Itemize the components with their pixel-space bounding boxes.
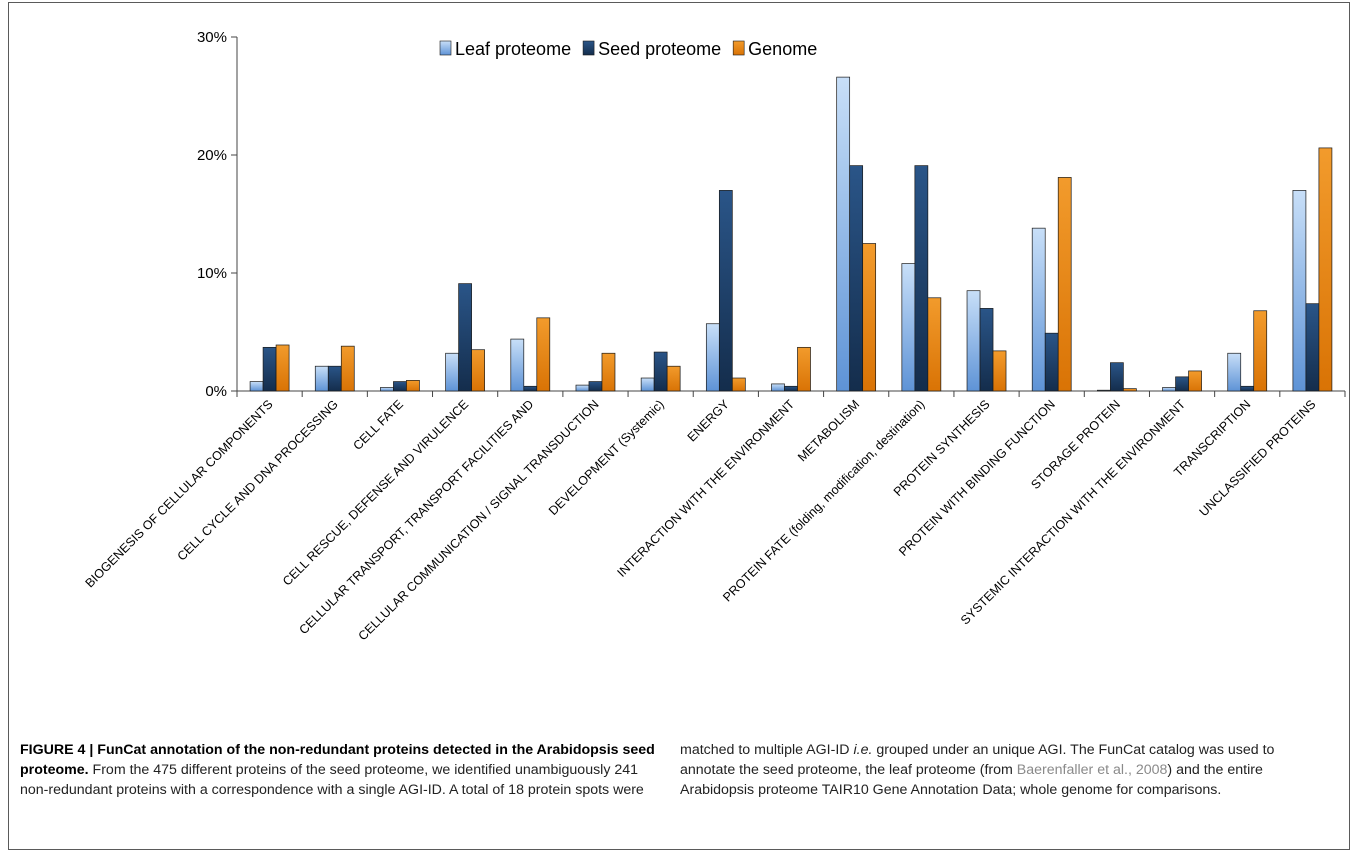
bar-leaf-proteome-development-systemic <box>640 377 655 392</box>
bar-genome-protein-synthesis <box>992 350 1007 392</box>
bar-leaf-proteome-protein-fate-folding-modification-destination <box>901 263 916 392</box>
bar-seed-proteome-transcription <box>1240 385 1255 392</box>
bar-genome-systemic-interaction-with-the-environment <box>1188 370 1202 392</box>
caption-ie: i.e. <box>853 742 873 758</box>
y-tick-label: 10% <box>197 265 227 282</box>
bar-genome-protein-fate-folding-modification-destination <box>927 297 942 392</box>
bar-genome-protein-with-binding-function <box>1057 177 1072 392</box>
bar-seed-proteome-energy <box>718 190 733 392</box>
bar-leaf-proteome-metabolism <box>836 76 851 392</box>
bar-leaf-proteome-cellular-transport-transport-facilities-and <box>510 338 525 392</box>
bar-genome-cellular-transport-transport-facilities-and <box>536 317 551 392</box>
bar-leaf-proteome-protein-with-binding-function <box>1031 227 1046 392</box>
legend-label-seed-proteome: Seed proteome <box>598 39 721 59</box>
bar-seed-proteome-cell-cycle-and-dna-processing <box>327 365 342 392</box>
x-tick-label: DEVELOPMENT (Systemic) <box>546 397 667 518</box>
bar-seed-proteome-protein-with-binding-function <box>1044 332 1059 392</box>
bar-genome-storage-protein <box>1123 388 1137 392</box>
x-tick-label: ENERGY <box>685 397 733 445</box>
bar-genome-interaction-with-the-environment <box>797 346 811 392</box>
legend-label-leaf-proteome: Leaf proteome <box>455 39 571 59</box>
legend-swatch-leaf-proteome <box>439 40 452 56</box>
bar-seed-proteome-cell-rescue-defense-and-virulence <box>458 283 472 392</box>
y-tick-label: 30% <box>197 29 227 46</box>
bar-genome-transcription <box>1253 310 1268 392</box>
bar-seed-proteome-development-systemic <box>653 351 668 392</box>
bar-leaf-proteome-storage-protein <box>1097 389 1111 392</box>
bar-genome-metabolism <box>862 243 877 392</box>
y-tick-label: 0% <box>205 383 227 400</box>
bar-leaf-proteome-systemic-interaction-with-the-environment <box>1162 387 1176 392</box>
bar-chart: 0% 10% 20% 30% BIOGENESIS OF CELLULAR COMPO… <box>83 29 1346 643</box>
bar-genome-cell-fate <box>406 380 420 392</box>
bar-leaf-proteome-unclassified-proteins <box>1292 190 1307 392</box>
caption-right-text-2: grouped under an unique AGI. The FunCat … <box>680 742 1275 778</box>
legend-swatch-seed-proteome <box>582 40 595 56</box>
legend-swatch-genome <box>732 40 745 56</box>
caption-right: matched to multiple AGI-ID i.e. grouped … <box>680 740 1320 800</box>
legend: Leaf proteome Seed proteome Genome <box>439 39 817 59</box>
y-axis: 0% 10% 20% 30% <box>197 29 238 400</box>
x-tick-label: CELL FATE <box>350 397 406 453</box>
bar-genome-energy <box>731 377 746 392</box>
figure-frame <box>8 2 1350 850</box>
bar-leaf-proteome-protein-synthesis <box>966 290 981 392</box>
x-axis <box>236 390 1346 397</box>
bar-seed-proteome-biogenesis-of-cellular-components <box>262 346 277 392</box>
bar-seed-proteome-systemic-interaction-with-the-environment <box>1175 376 1189 392</box>
bar-leaf-proteome-interaction-with-the-environment <box>771 383 785 392</box>
bar-seed-proteome-metabolism <box>849 165 864 392</box>
bar-genome-cell-rescue-defense-and-virulence <box>471 349 485 392</box>
bar-leaf-proteome-energy <box>705 323 720 392</box>
x-tick-label: METABOLISM <box>795 397 862 464</box>
bars <box>249 76 1333 392</box>
x-tick-label: CELLULAR TRANSPORT, TRANSPORT FACILITIES… <box>296 397 536 637</box>
bar-seed-proteome-cell-fate <box>393 381 407 392</box>
bar-seed-proteome-protein-synthesis <box>979 308 994 392</box>
bar-genome-biogenesis-of-cellular-components <box>275 344 290 392</box>
caption-right-text-3: ) and the entire Arabidopsis proteome TA… <box>680 762 1263 798</box>
bar-leaf-proteome-biogenesis-of-cellular-components <box>249 381 264 392</box>
bar-leaf-proteome-cell-rescue-defense-and-virulence <box>445 352 459 392</box>
bar-leaf-proteome-transcription <box>1227 352 1242 392</box>
x-tick-label: SYSTEMIC INTERACTION WITH THE ENVIRONMEN… <box>958 397 1188 627</box>
bar-genome-cellular-communication-signal-transduction <box>601 352 616 392</box>
bar-seed-proteome-unclassified-proteins <box>1305 303 1320 392</box>
y-tick-label: 20% <box>197 147 227 164</box>
caption-left-text: From the 475 different proteins of the s… <box>20 762 644 798</box>
bar-leaf-proteome-cell-fate <box>380 387 394 392</box>
caption-right-text-1: matched to multiple AGI-ID <box>680 742 854 758</box>
bar-genome-cell-cycle-and-dna-processing <box>340 345 355 392</box>
bar-seed-proteome-cellular-transport-transport-facilities-and <box>523 385 538 392</box>
bar-leaf-proteome-cellular-communication-signal-transduction <box>575 384 590 392</box>
bar-seed-proteome-interaction-with-the-environment <box>784 385 798 392</box>
x-tick-label: CELLULAR COMMUNICATION / SIGNAL TRANSDUC… <box>356 397 602 643</box>
bar-seed-proteome-protein-fate-folding-modification-destination <box>914 165 929 392</box>
figure-label: FIGURE 4 | FunCat annotation of the non-… <box>20 742 655 778</box>
bar-genome-development-systemic <box>666 365 681 392</box>
x-tick-label: UNCLASSIFIED PROTEINS <box>1197 397 1319 519</box>
bar-seed-proteome-cellular-communication-signal-transduction <box>588 381 603 392</box>
caption-left: FIGURE 4 | FunCat annotation of the non-… <box>20 740 660 800</box>
bar-seed-proteome-storage-protein <box>1110 362 1124 392</box>
legend-label-genome: Genome <box>748 39 817 59</box>
citation-link[interactable]: Baerenfaller et al., 2008 <box>1016 762 1168 778</box>
bar-genome-unclassified-proteins <box>1318 147 1333 392</box>
bar-leaf-proteome-cell-cycle-and-dna-processing <box>314 365 329 392</box>
